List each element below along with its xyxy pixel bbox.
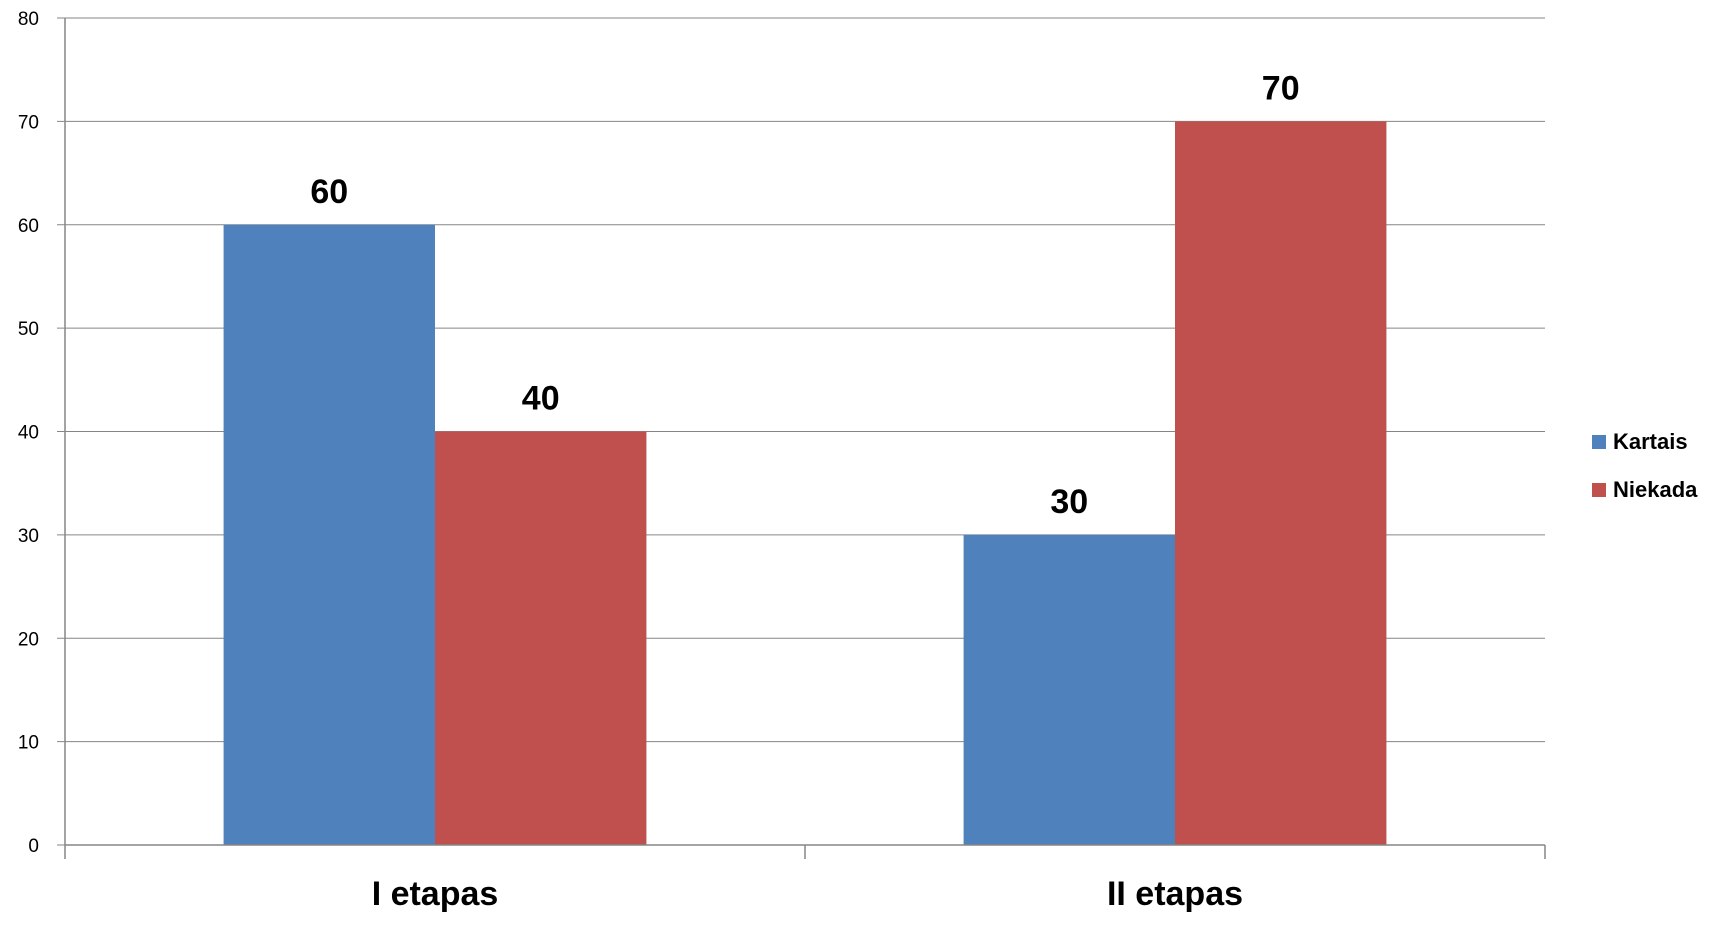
data-label: 60 bbox=[310, 173, 348, 211]
y-tick-label: 60 bbox=[18, 216, 39, 237]
bar-kartais bbox=[963, 534, 1175, 845]
y-tick-label: 30 bbox=[18, 526, 39, 547]
data-labels: 60 40 30 70 bbox=[310, 69, 1299, 521]
axes: 0 10 20 30 40 50 60 70 80 I etapas II etapas bbox=[18, 9, 1546, 913]
y-tick-label: 10 bbox=[18, 733, 39, 754]
legend-label: Niekada bbox=[1613, 477, 1698, 502]
bar-niekada bbox=[1175, 121, 1387, 845]
y-tick-label: 40 bbox=[18, 423, 39, 444]
legend-swatch bbox=[1592, 435, 1606, 449]
legend-label: Kartais bbox=[1613, 429, 1688, 454]
bars bbox=[223, 121, 1387, 845]
x-category-label: II etapas bbox=[1107, 875, 1243, 913]
data-label: 70 bbox=[1262, 69, 1300, 107]
y-tick-label: 70 bbox=[18, 112, 39, 133]
y-tick-label: 20 bbox=[18, 629, 39, 650]
data-label: 30 bbox=[1050, 483, 1088, 521]
y-tick-label: 80 bbox=[18, 9, 39, 30]
x-category-label: I etapas bbox=[372, 875, 499, 913]
data-label: 40 bbox=[522, 380, 560, 418]
bar-kartais bbox=[223, 224, 435, 845]
legend-swatch bbox=[1592, 483, 1606, 497]
legend: Kartais Niekada bbox=[1592, 429, 1698, 502]
bar-niekada bbox=[435, 431, 647, 845]
y-tick-label: 0 bbox=[28, 836, 39, 857]
y-tick-label: 50 bbox=[18, 319, 39, 340]
